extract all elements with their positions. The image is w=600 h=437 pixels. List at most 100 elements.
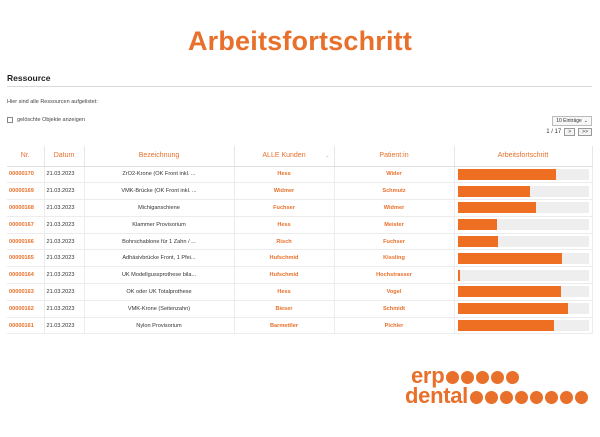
progress-cell [454, 317, 593, 335]
erp-dental-logo: erp dental [405, 363, 588, 408]
resource-description: ZrO2-Krone (OK Front inkl. ... [84, 166, 235, 184]
resource-patient[interactable]: Pichler [334, 317, 455, 335]
show-deleted-checkbox[interactable] [7, 117, 13, 123]
table-row[interactable]: 00000162 21.03.2023 VMK-Krone (Seitenzahn)… [7, 300, 593, 318]
resource-customer[interactable]: Hess [234, 216, 335, 234]
resource-number-link[interactable]: 00000165 [7, 249, 45, 268]
resource-number-link[interactable]: 00000163 [7, 283, 45, 301]
table-row[interactable]: 00000170 21.03.2023 ZrO2-Krone (OK Front i… [7, 166, 593, 184]
resource-date: 21.03.2023 [44, 317, 85, 335]
resource-customer[interactable]: Barmettler [234, 317, 335, 335]
resource-date: 21.03.2023 [44, 249, 85, 268]
page-headline: Arbeitsfortschritt [187, 26, 413, 56]
resource-date: 21.03.2023 [44, 233, 85, 251]
progress-cell [454, 199, 593, 217]
resource-number-link[interactable]: 00000166 [7, 233, 45, 251]
progress-bar-track [457, 219, 589, 231]
show-deleted-toggle[interactable]: gelöschte Objekte anzeigen [7, 117, 85, 123]
section-title: Ressource [7, 73, 51, 83]
resource-patient[interactable]: Vogel [334, 283, 455, 301]
resource-number-link[interactable]: 00000169 [7, 182, 45, 201]
logo-word-erp: erp [411, 363, 445, 388]
entries-select[interactable]: 10 Einträge ⌄ [552, 116, 592, 126]
resource-patient[interactable]: Hochstrasser [334, 266, 455, 285]
resource-number-link[interactable]: 00000162 [7, 300, 45, 318]
resource-date: 21.03.2023 [44, 166, 85, 184]
resource-patient[interactable]: Meister [334, 216, 455, 234]
resource-customer[interactable]: Widmer [234, 182, 335, 201]
logo-dots-top [446, 370, 520, 384]
progress-bar-track [457, 185, 589, 197]
resource-description: Nylon Provisorium [84, 317, 235, 335]
table-row[interactable]: 00000167 21.03.2023 Klammer Provisorium Hes… [7, 216, 593, 234]
table-row[interactable]: 00000168 21.03.2023 Michiganschiene Fuchser… [7, 199, 593, 217]
resource-number-link[interactable]: 00000167 [7, 216, 45, 234]
entries-select-value: 10 Einträge [556, 118, 582, 124]
resource-customer[interactable]: Hess [234, 283, 335, 301]
resource-customer[interactable]: Fuchser [234, 199, 335, 217]
section-divider [7, 86, 592, 87]
table-row[interactable]: 00000166 21.03.2023 Bohrschablone für 1 Za… [7, 233, 593, 251]
resource-description: Klammer Provisorium [84, 216, 235, 234]
resource-number-link[interactable]: 00000170 [7, 166, 45, 184]
column-header-description[interactable]: Bezeichnung [84, 146, 235, 167]
resource-customer[interactable]: Bieser [234, 300, 335, 318]
table-row[interactable]: 00000164 21.03.2023 UK Modellgussprothese … [7, 266, 593, 285]
progress-cell [454, 216, 593, 234]
table-row[interactable]: 00000169 21.03.2023 VMK-Brücke (OK Front i… [7, 182, 593, 201]
progress-cell [454, 300, 593, 318]
resource-number-link[interactable]: 00000164 [7, 266, 45, 285]
resource-description: OK oder UK Totalprothese [84, 283, 235, 301]
resource-date: 21.03.2023 [44, 266, 85, 285]
progress-bar-fill [457, 320, 555, 332]
next-page-button[interactable]: > [564, 128, 576, 136]
column-header-progress[interactable]: Arbeitsfortschritt [454, 146, 593, 167]
progress-bar-fill [457, 286, 561, 298]
progress-cell [454, 249, 593, 268]
resource-customer[interactable]: Hess [234, 166, 335, 184]
page-indicator: 1 / 17 [546, 129, 562, 135]
table-row[interactable]: 00000163 21.03.2023 OK oder UK Totalprothe… [7, 283, 593, 301]
progress-cell [454, 166, 593, 184]
column-header-customers[interactable]: ALLE Kunden ⌄ [234, 146, 335, 167]
progress-cell [454, 266, 593, 285]
column-header-date[interactable]: Datum [44, 146, 85, 167]
resource-date: 21.03.2023 [44, 199, 85, 217]
column-header-patient[interactable]: Patient:in [334, 146, 455, 167]
progress-bar-fill [457, 219, 497, 231]
resource-description: UK Modellgussprothese bila... [84, 266, 235, 285]
resource-customer[interactable]: Risch [234, 233, 335, 251]
resource-patient[interactable]: Wider [334, 166, 455, 184]
resource-description: Michiganschiene [84, 199, 235, 217]
progress-bar-fill [457, 185, 530, 197]
resource-customer[interactable]: Hufschmid [234, 266, 335, 285]
resource-number-link[interactable]: 00000168 [7, 199, 45, 217]
logo-dots-bottom [470, 390, 588, 404]
progress-cell [454, 233, 593, 251]
show-deleted-label: gelöschte Objekte anzeigen [17, 117, 85, 123]
table-row[interactable]: 00000161 21.03.2023 Nylon Provisorium Barme… [7, 317, 593, 335]
last-page-button[interactable]: >> [578, 128, 592, 136]
resource-customer[interactable]: Hufschmid [234, 249, 335, 268]
chevron-down-icon: ⌄ [325, 153, 330, 159]
resource-patient[interactable]: Schmutz [334, 182, 455, 201]
resource-patient[interactable]: Kissling [334, 249, 455, 268]
progress-bar-fill [457, 202, 537, 214]
resource-description: Adhäsivbrücke Front, 1 Pfei... [84, 249, 235, 268]
progress-bar-fill [457, 252, 563, 264]
resource-date: 21.03.2023 [44, 300, 85, 318]
column-header-nr[interactable]: Nr. [7, 146, 45, 167]
progress-bar-track [457, 303, 589, 315]
logo-word-dental: dental [405, 383, 468, 408]
progress-bar-track [457, 168, 589, 180]
resource-patient[interactable]: Schmidt [334, 300, 455, 318]
table-row[interactable]: 00000165 21.03.2023 Adhäsivbrücke Front, 1… [7, 249, 593, 268]
progress-bar-fill [457, 168, 556, 180]
progress-cell [454, 283, 593, 301]
table-header-row: Nr. Datum Bezeichnung ALLE Kunden ⌄ Pati… [7, 146, 593, 167]
resource-table: Nr. Datum Bezeichnung ALLE Kunden ⌄ Pati… [7, 146, 593, 335]
progress-bar-track [457, 320, 589, 332]
resource-number-link[interactable]: 00000161 [7, 317, 45, 335]
resource-patient[interactable]: Fuchser [334, 233, 455, 251]
resource-patient[interactable]: Widmer [334, 199, 455, 217]
